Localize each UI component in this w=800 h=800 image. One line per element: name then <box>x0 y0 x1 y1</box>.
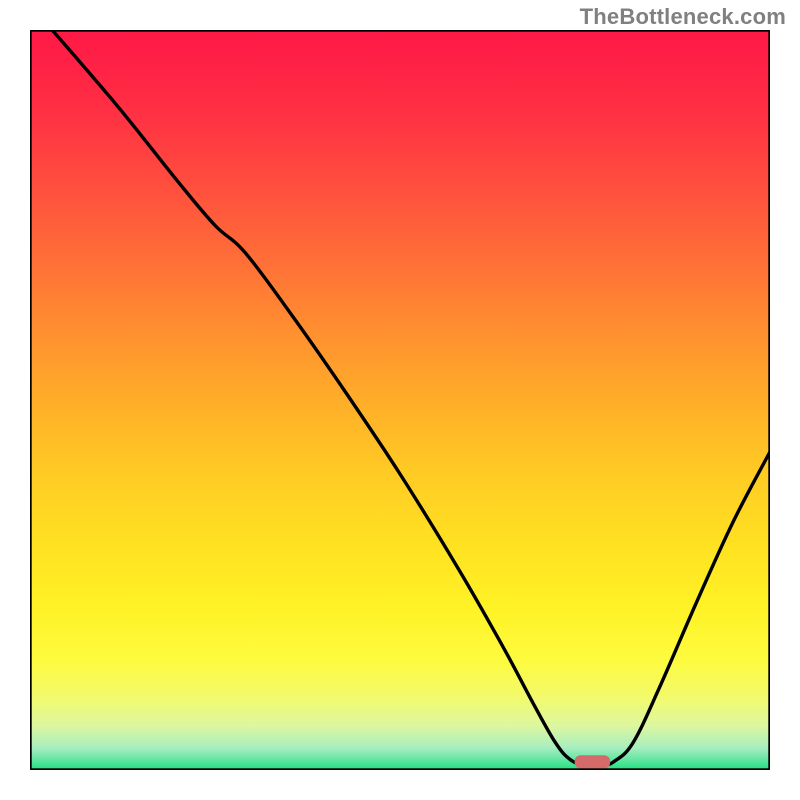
optimal-marker <box>575 755 611 768</box>
bottleneck-chart <box>30 30 770 770</box>
chart-svg <box>30 30 770 770</box>
attribution-text: TheBottleneck.com <box>580 4 786 30</box>
chart-background <box>30 30 770 770</box>
